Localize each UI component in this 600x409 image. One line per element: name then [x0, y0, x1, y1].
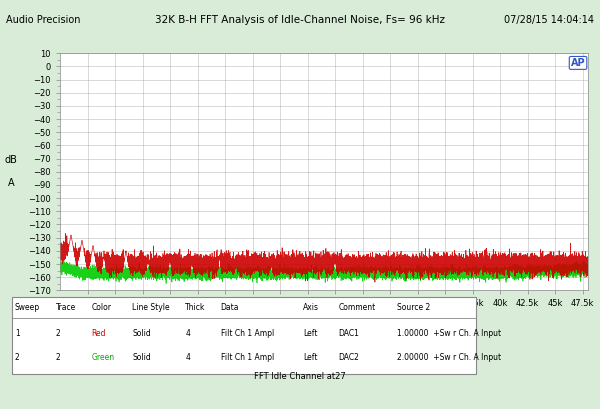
Text: Red: Red [91, 329, 106, 338]
Text: Green: Green [91, 353, 115, 362]
Text: Filt Ch 1 Ampl: Filt Ch 1 Ampl [221, 353, 274, 362]
Text: 07/28/15 14:04:14: 07/28/15 14:04:14 [504, 15, 594, 25]
Text: Filt Ch 1 Ampl: Filt Ch 1 Ampl [221, 329, 274, 338]
Text: DAC2: DAC2 [338, 353, 359, 362]
Text: 32K B-H FFT Analysis of Idle-Channel Noise, Fs= 96 kHz: 32K B-H FFT Analysis of Idle-Channel Noi… [155, 15, 445, 25]
Text: 2.00000  +Sw r Ch. A Input: 2.00000 +Sw r Ch. A Input [397, 353, 501, 362]
Text: Left: Left [303, 353, 317, 362]
X-axis label: Hz: Hz [318, 311, 330, 321]
Text: 2: 2 [15, 353, 20, 362]
Y-axis label: dB
 
A: dB A [5, 155, 18, 189]
Text: 1.00000  +Sw r Ch. A Input: 1.00000 +Sw r Ch. A Input [397, 329, 501, 338]
Text: DAC1: DAC1 [338, 329, 359, 338]
Text: Line Style: Line Style [133, 303, 170, 312]
Text: Audio Precision: Audio Precision [6, 15, 80, 25]
Text: Solid: Solid [133, 329, 151, 338]
Text: Axis: Axis [303, 303, 319, 312]
Text: FFT Idle Channel at27: FFT Idle Channel at27 [254, 372, 346, 381]
Text: 2: 2 [56, 329, 61, 338]
Text: 2: 2 [56, 353, 61, 362]
FancyBboxPatch shape [12, 297, 476, 374]
Text: 1: 1 [15, 329, 20, 338]
Text: Comment: Comment [338, 303, 376, 312]
Text: Trace: Trace [56, 303, 76, 312]
Text: Source 2: Source 2 [397, 303, 430, 312]
Text: 4: 4 [185, 329, 190, 338]
Text: 4: 4 [185, 353, 190, 362]
Text: Color: Color [91, 303, 111, 312]
Text: Left: Left [303, 329, 317, 338]
Text: AP: AP [571, 58, 586, 68]
Text: Sweep: Sweep [15, 303, 40, 312]
Text: Thick: Thick [185, 303, 206, 312]
Text: Solid: Solid [133, 353, 151, 362]
Text: Data: Data [221, 303, 239, 312]
